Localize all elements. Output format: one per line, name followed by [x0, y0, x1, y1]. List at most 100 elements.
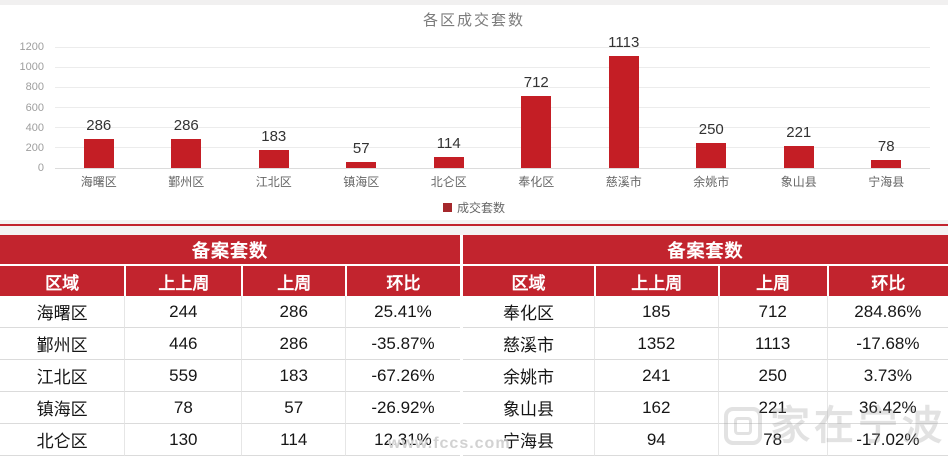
category-label: 宁海县 — [868, 175, 905, 189]
table-cell: 北仑区 — [0, 424, 125, 456]
bar-value-label: 221 — [786, 123, 812, 141]
category-label: 江北区 — [255, 175, 292, 189]
y-axis: 0 200 400 600 800 1000 1200 — [0, 41, 50, 174]
table-cell: 241 — [593, 360, 718, 392]
table-cell: 446 — [124, 328, 242, 360]
bar-chart: 各区成交套数 0 200 400 600 800 1000 1200 286 286 183 57… — [0, 0, 948, 220]
category-label: 奉化区 — [518, 175, 555, 189]
table-row: 海曙区 244 286 25.41% — [0, 296, 460, 328]
category-label: 北仑区 — [430, 175, 467, 189]
table-cell: 244 — [124, 296, 242, 328]
table-cell: 130 — [124, 424, 242, 456]
table-cell: 57 — [241, 392, 345, 424]
table-row: 象山县 162 221 36.42% — [463, 392, 948, 424]
table-cell: 25.41% — [344, 296, 460, 328]
column-header: 环比 — [344, 266, 460, 296]
table-row: 镇海区 78 57 -26.92% — [0, 392, 460, 424]
table-row: 余姚市 241 250 3.73% — [463, 360, 948, 392]
table-cell: 183 — [241, 360, 345, 392]
category-label: 余姚市 — [693, 175, 730, 189]
bar-海曙区 — [83, 139, 114, 168]
table-cell: 162 — [593, 392, 718, 424]
column-header: 上上周 — [593, 266, 718, 296]
table-cell: 1352 — [593, 328, 718, 360]
bar-鄞州区 — [171, 139, 202, 168]
column-header: 区域 — [463, 266, 594, 296]
bar-value-label: 286 — [86, 117, 112, 135]
legend-label: 成交套数 — [456, 201, 505, 215]
table-row: 奉化区 185 712 284.86% — [463, 296, 948, 328]
y-tick-label: 800 — [25, 81, 44, 94]
table-cell: 慈溪市 — [463, 328, 594, 360]
bar-value-label: 286 — [173, 117, 199, 135]
category-label: 海曙区 — [80, 175, 117, 189]
bar-奉化区 — [521, 96, 552, 168]
table-cell: 185 — [593, 296, 718, 328]
table-right: 备案套数 区域 上上周 上周 环比 奉化区 185 712 284.86% 慈溪市 1352 1113… — [463, 235, 948, 458]
column-header: 环比 — [826, 266, 948, 296]
table-cell: 1113 — [717, 328, 827, 360]
table-cell: 712 — [717, 296, 827, 328]
table-cell: 250 — [717, 360, 827, 392]
gridline — [55, 46, 930, 48]
gridline — [55, 86, 930, 88]
y-tick-label: 200 — [25, 141, 44, 154]
table-cell: -67.26% — [344, 360, 460, 392]
table-row: 北仑区 130 114 12.31% — [0, 424, 460, 456]
y-tick-label: 0 — [37, 162, 44, 174]
table-cell: 象山县 — [463, 392, 594, 424]
table-cell: 559 — [124, 360, 242, 392]
table-cell: 286 — [241, 328, 345, 360]
y-tick-label: 400 — [25, 121, 44, 134]
y-tick-label: 600 — [25, 101, 44, 114]
bar-宁海县 — [871, 160, 902, 168]
table-cell: 78 — [124, 392, 242, 424]
chart-title: 各区成交套数 — [422, 12, 525, 29]
category-label: 慈溪市 — [605, 175, 642, 189]
table-cell: -35.87% — [344, 328, 460, 360]
table-cell: 余姚市 — [463, 360, 594, 392]
table-cell: -26.92% — [344, 392, 460, 424]
bar-value-label: 250 — [698, 120, 724, 138]
table-cell: 奉化区 — [463, 296, 594, 328]
table-title: 备案套数 — [0, 235, 460, 266]
gridline — [55, 107, 930, 108]
table-cell: -17.02% — [826, 424, 948, 456]
table-cell: 江北区 — [0, 360, 125, 392]
column-header: 区域 — [0, 266, 125, 296]
table-cell: 海曙区 — [0, 296, 125, 328]
table-row: 慈溪市 1352 1113 -17.68% — [463, 328, 948, 360]
table-cell: 36.42% — [826, 392, 948, 424]
table-cell: -17.68% — [826, 328, 948, 360]
bar-value-label: 57 — [352, 140, 370, 158]
table-cell: 94 — [593, 424, 718, 456]
table-cell: 3.73% — [826, 360, 948, 392]
section-gap — [0, 220, 948, 235]
table-cell: 78 — [717, 424, 827, 456]
table-header-row: 区域 上上周 上周 环比 — [463, 266, 948, 296]
gridline — [55, 147, 930, 149]
category-label: 鄞州区 — [168, 175, 205, 189]
category-label: 象山县 — [780, 175, 817, 189]
plot-area: 286 286 183 57 114 712 1113 250 221 78 — [55, 34, 930, 169]
table-row: 宁海县 94 78 -17.02% — [463, 424, 948, 456]
bar-value-label: 114 — [436, 134, 461, 152]
bar-value-label: 712 — [523, 74, 549, 92]
x-axis: 海曙区 鄞州区 江北区 镇海区 北仑区 奉化区 慈溪市 余姚市 象山县 宁海县 — [55, 173, 930, 189]
bar-镇海区 — [346, 162, 377, 168]
table-header-row: 区域 上上周 上周 环比 — [0, 266, 460, 296]
bar-value-label: 78 — [877, 138, 895, 156]
table-cell: 286 — [241, 296, 345, 328]
gridline — [55, 66, 930, 68]
bar-慈溪市 — [608, 55, 639, 168]
bar-value-label: 183 — [261, 127, 287, 145]
gridline — [55, 127, 930, 129]
section-divider-line — [0, 224, 948, 226]
bar-象山县 — [783, 145, 814, 168]
column-header: 上周 — [717, 266, 827, 296]
table-left: 备案套数 区域 上上周 上周 环比 海曙区 244 286 25.41% 鄞州区 446 286 -35… — [0, 235, 460, 458]
table-title: 备案套数 — [463, 235, 948, 266]
chart-legend: 成交套数 — [0, 199, 948, 216]
bar-江北区 — [258, 149, 289, 168]
